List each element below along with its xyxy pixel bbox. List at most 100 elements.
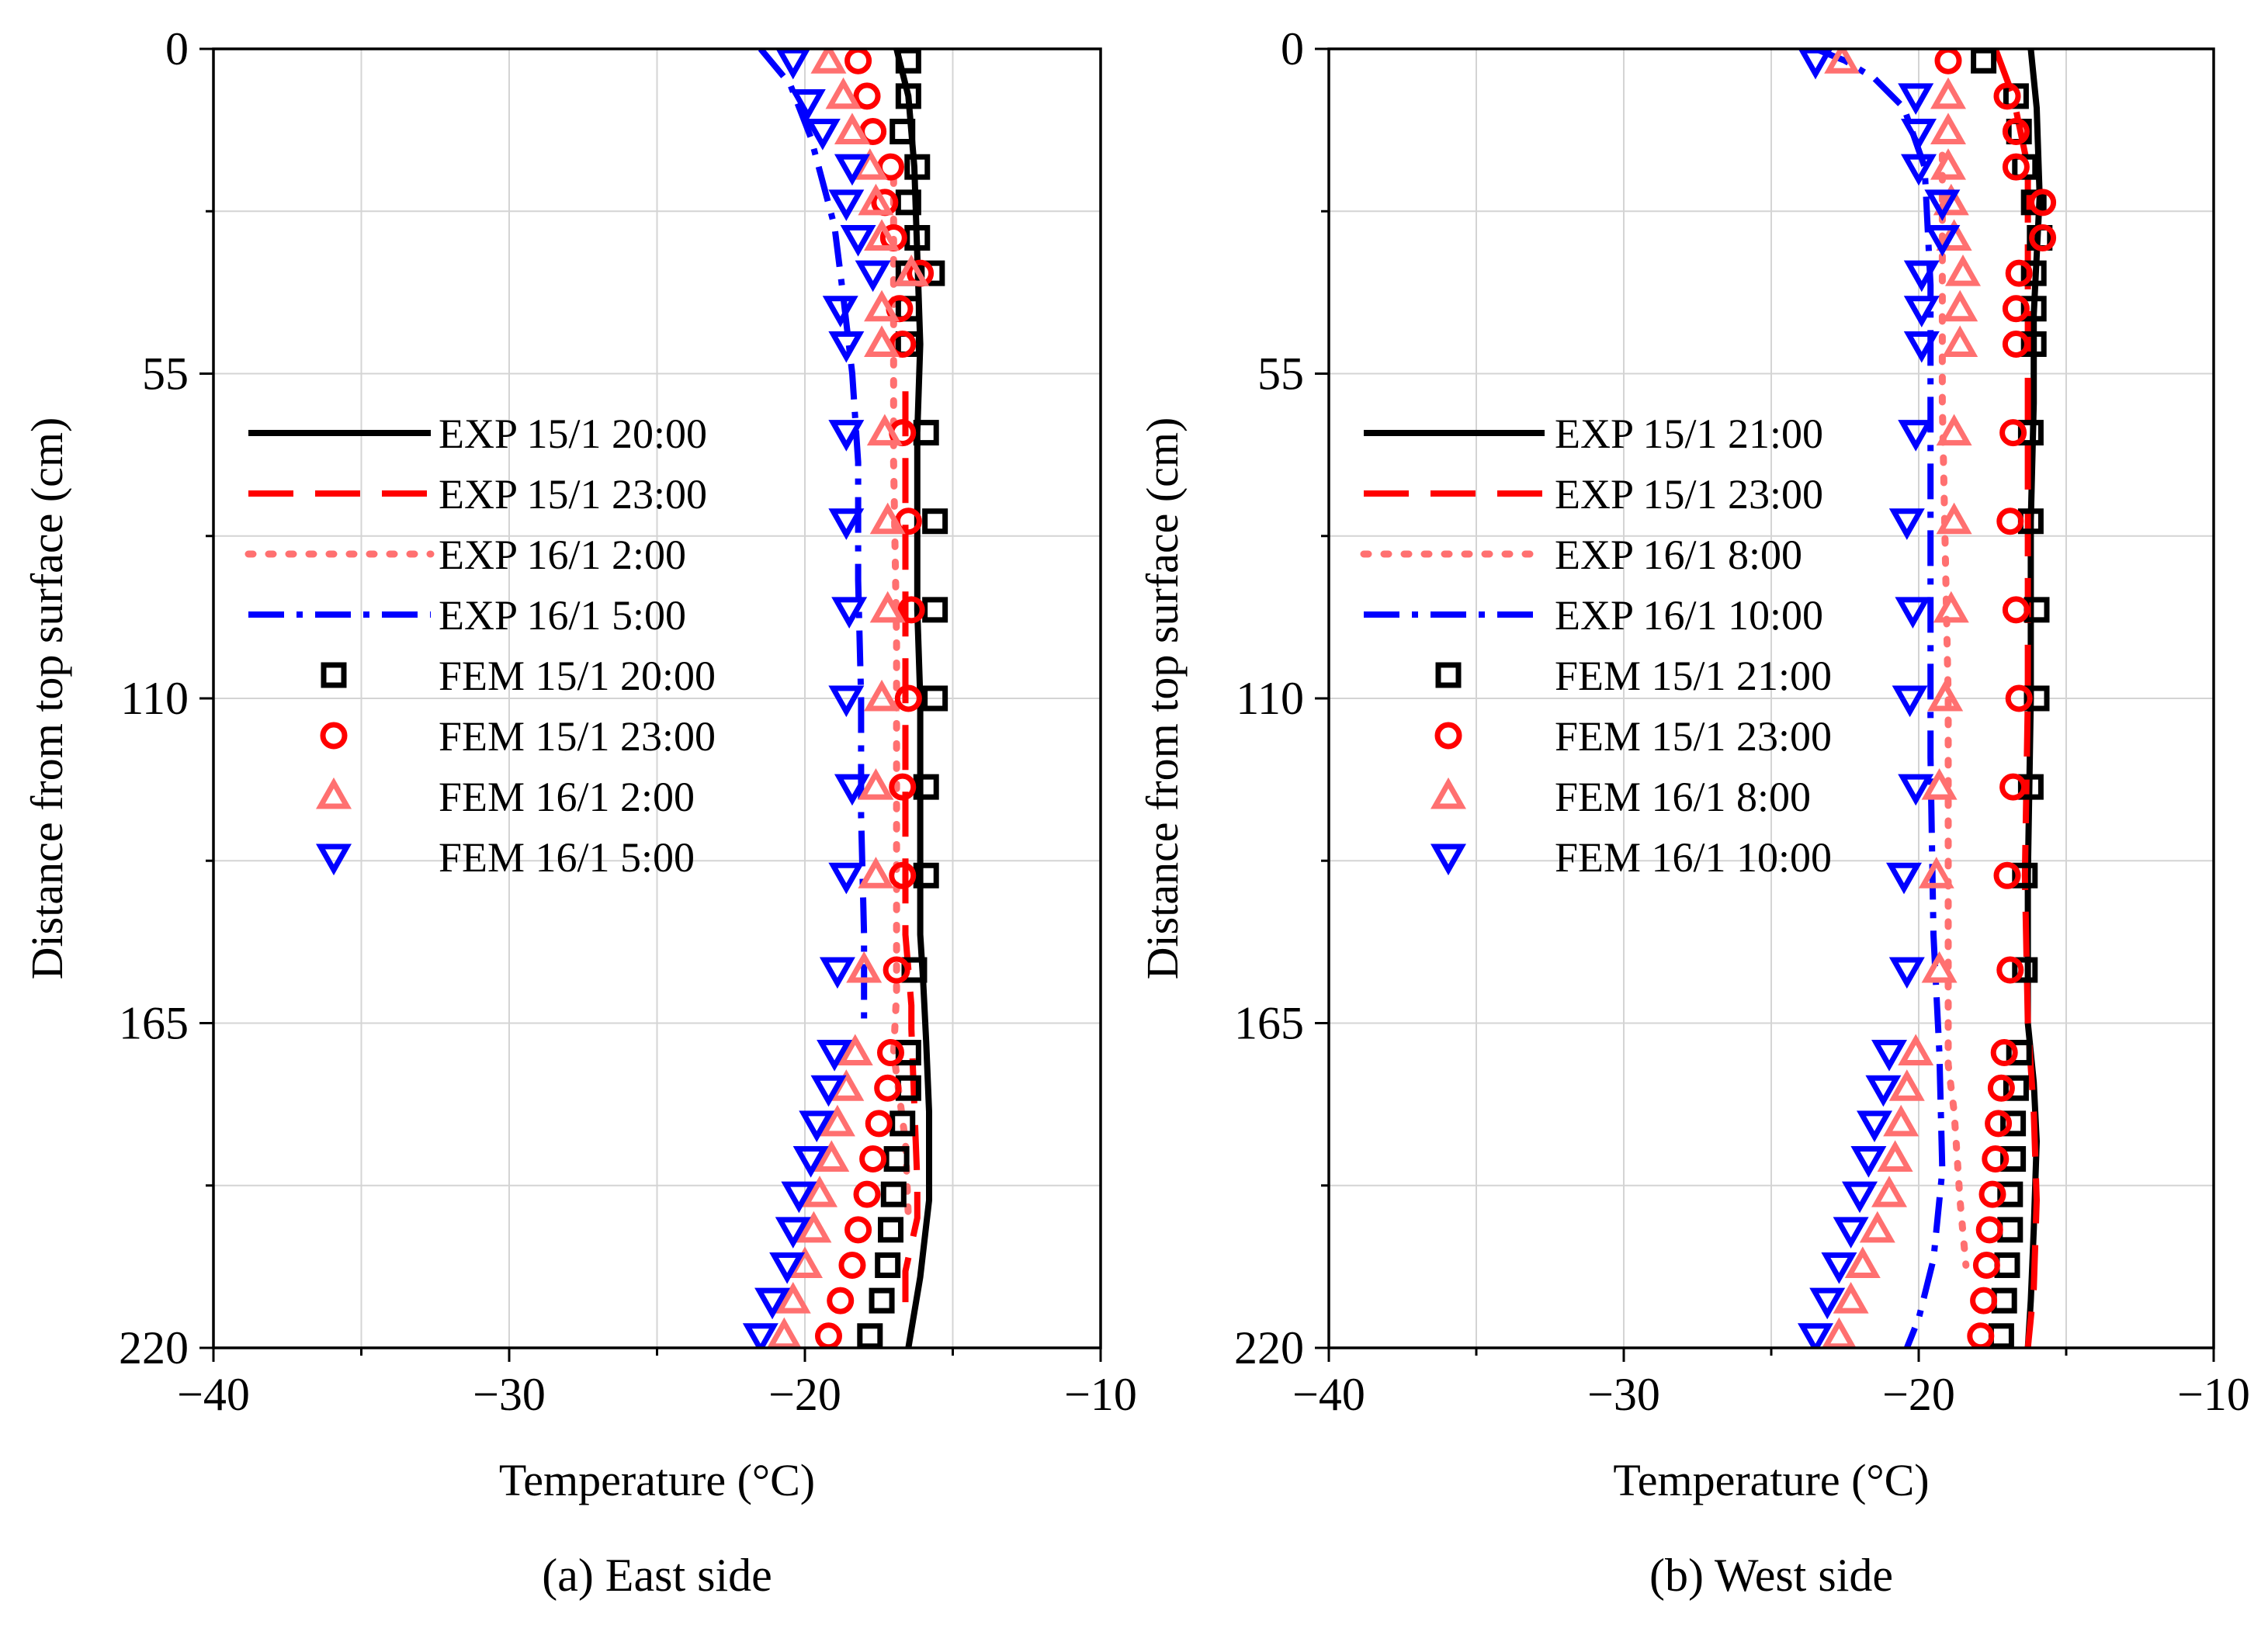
east-marker-triangle-down-0 [775, 49, 811, 80]
east-marker-triangle-down-17 [810, 1075, 847, 1107]
east-legend-item: FEM 16/1 2:00 [315, 774, 695, 820]
east-marker-triangle-down-9 [828, 420, 865, 452]
west-marker-triangle-down-3 [1900, 154, 1937, 186]
west-marker-circle-18 [1985, 1110, 2013, 1138]
west-marker-triangle-down-2 [1900, 119, 1937, 151]
east-legend-label: EXP 16/1 5:00 [439, 592, 686, 639]
east-marker-triangle-down-2 [804, 119, 841, 151]
east-marker-triangle-down-3 [834, 154, 870, 186]
east-legend-item: EXP 15/1 20:00 [248, 410, 707, 457]
east-marker-triangle-up-12 [864, 679, 900, 712]
east-xtick-label: −30 [473, 1369, 546, 1420]
west-legend-label: FEM 15/1 21:00 [1555, 653, 1832, 699]
east-marker-triangle-up-1 [825, 77, 862, 109]
east-legend-label: EXP 15/1 23:00 [439, 471, 707, 518]
west-marker-circle-11 [2002, 596, 2030, 624]
east-legend-item: EXP 16/1 2:00 [244, 532, 686, 578]
east-marker-triangle-up-20 [802, 1176, 838, 1207]
west-marker-square-19 [2000, 1146, 2027, 1173]
west-marker-triangle-down-9 [1898, 420, 1934, 452]
east-marker-triangle-down-1 [789, 88, 826, 121]
west-marker-triangle-down-16 [1871, 1040, 1908, 1072]
west-legend-label: FEM 16/1 8:00 [1555, 774, 1811, 820]
west-legend-item: FEM 15/1 23:00 [1434, 713, 1832, 760]
west-series-line-3 [1814, 49, 1946, 1348]
west-xtick-label: −20 [1882, 1369, 1955, 1420]
east-marker-circle-1 [853, 82, 881, 110]
west-marker-triangle-up-18 [1883, 1104, 1919, 1137]
east-series-line-3 [758, 49, 868, 1024]
east-marker-square-21 [880, 1181, 907, 1207]
west-xtick-label: −10 [2177, 1369, 2250, 1420]
west-marker-circle-7 [2002, 295, 2030, 323]
west-axes: −40 −30 −20 −10 0 55 110 165 220 [1234, 23, 2250, 1420]
west-marker-triangle-down-6 [1903, 260, 1940, 293]
east-marker-triangle-down-19 [792, 1146, 829, 1178]
west-ytick-label: 165 [1234, 998, 1304, 1049]
west-legend-marker-triangle-down [1430, 843, 1467, 876]
west-y-axis-label: Distance from top surface (cm) [1137, 417, 1188, 980]
east-legend-marker-triangle-up [315, 777, 352, 809]
east-xtick-label: −40 [177, 1369, 250, 1420]
east-marker-square-1 [895, 83, 921, 109]
east-legend-marker-triangle-down [315, 843, 352, 876]
west-marker-triangle-down-5 [1924, 224, 1961, 257]
east-legend-marker-square [321, 662, 347, 688]
east-marker-triangle-up-15 [846, 951, 883, 983]
west-marker-triangle-up-9 [1936, 414, 1972, 446]
west-marker-triangle-down-18 [1856, 1110, 1893, 1142]
west-marker-triangle-up-24 [1822, 1317, 1857, 1348]
west-marker-triangle-down-23 [1809, 1287, 1846, 1320]
east-marker-triangle-down-15 [819, 957, 855, 989]
west-marker-circle-9 [1999, 419, 2027, 447]
east-marker-circle-12 [894, 684, 922, 712]
east-axes: −40 −30 −20 −10 0 55 110 165 220 [119, 23, 1137, 1420]
east-marker-triangle-down-4 [828, 189, 865, 221]
east-marker-triangle-down-6 [855, 260, 891, 293]
east-marker-triangle-down-8 [828, 331, 865, 363]
west-marker-triangle-down-17 [1865, 1075, 1902, 1107]
west-legend-label: EXP 15/1 23:00 [1555, 471, 1823, 518]
west-legend-label: FEM 16/1 10:00 [1555, 834, 1832, 881]
east-legend-item: EXP 15/1 23:00 [248, 471, 707, 518]
west-marker-triangle-down-4 [1924, 189, 1961, 221]
west-marker-triangle-down-10 [1888, 508, 1925, 540]
west-marker-triangle-down-1 [1898, 83, 1934, 115]
west-x-axis-label: Temperature (°C) [1613, 1455, 1929, 1505]
west-marker-triangle-up-17 [1888, 1069, 1925, 1101]
west-marker-triangle-up-11 [1933, 591, 1969, 623]
west-marker-square-6 [2020, 260, 2047, 286]
west-marker-triangle-up-0 [1824, 49, 1861, 74]
east-marker-circle-15 [883, 956, 910, 984]
east-marker-square-11 [922, 508, 948, 535]
west-marker-triangle-down-21 [1833, 1217, 1869, 1249]
east-marker-triangle-up-5 [864, 219, 900, 251]
west-series-line-2 [1938, 151, 1970, 1269]
west-marker-circle-4 [2029, 189, 2057, 216]
west-marker-triangle-up-6 [1944, 255, 1982, 286]
west-marker-triangle-up-20 [1871, 1176, 1908, 1207]
east-marker-square-16 [901, 957, 928, 983]
west-marker-circle-16 [1990, 1039, 2018, 1067]
west-marker-circle-22 [1972, 1251, 2000, 1279]
west-ytick-label: 220 [1234, 1322, 1304, 1373]
east-marker-triangle-down-22 [769, 1252, 806, 1284]
west-marker-circle-1 [1993, 82, 2021, 110]
east-marker-circle-17 [874, 1074, 902, 1102]
east-series-line-0 [893, 49, 932, 1348]
west-legend-item: EXP 15/1 23:00 [1364, 471, 1823, 518]
west-marker-triangle-down-24 [1797, 1323, 1834, 1348]
east-grid [213, 49, 1101, 1348]
west-marker-square-12 [2024, 685, 2050, 712]
east-legend-item: FEM 15/1 20:00 [321, 653, 716, 699]
east-marker-square-0 [895, 49, 921, 74]
west-legend-label: EXP 16/1 10:00 [1555, 592, 1823, 639]
east-marker-triangle-up-16 [837, 1034, 873, 1066]
east-marker-square-25 [857, 1323, 883, 1348]
east-marker-triangle-up-2 [834, 113, 870, 145]
east-marker-triangle-up-13 [858, 768, 894, 800]
west-xtick-label: −30 [1587, 1369, 1660, 1420]
west-marker-square-0 [1971, 49, 1997, 74]
east-marker-square-23 [875, 1252, 901, 1278]
west-ytick-label: 0 [1281, 23, 1304, 74]
